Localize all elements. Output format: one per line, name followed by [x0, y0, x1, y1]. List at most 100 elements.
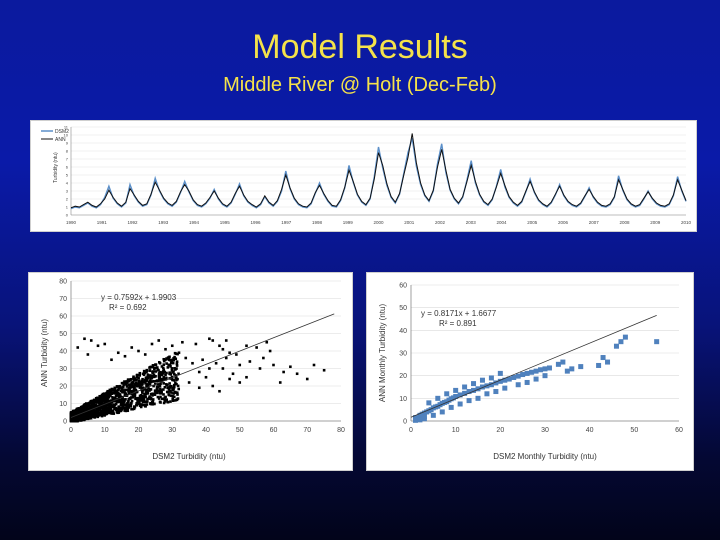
scatter-point	[135, 384, 139, 388]
x-tick-label: 1993	[158, 220, 169, 225]
scatter-point	[305, 377, 309, 381]
scatter-point	[137, 379, 141, 382]
scatter-point	[171, 361, 175, 365]
x-tick-label: 2006	[558, 220, 569, 225]
scatter-point	[164, 373, 167, 377]
scatter-point	[110, 412, 113, 415]
slide-title: Model Results	[252, 28, 468, 66]
scatter-point	[245, 344, 248, 348]
scatter-point	[111, 399, 114, 403]
scatter-point	[145, 368, 149, 372]
scatter-point	[151, 364, 155, 367]
scatter-point	[169, 361, 173, 365]
scatter-point	[156, 395, 160, 399]
scatter-point	[162, 393, 165, 396]
x-tick-label: 1992	[127, 220, 138, 225]
x-tick-label: 1999	[343, 220, 354, 225]
scatter-point	[135, 403, 139, 407]
scatter-point	[93, 399, 97, 402]
scatter-point	[90, 399, 94, 403]
scatter-point	[109, 406, 112, 409]
scatter-point	[167, 390, 171, 393]
scatter-monthly-x-ticks: 0 10 20 30 40 50 60	[409, 427, 683, 434]
scatter-point	[134, 397, 137, 401]
scatter-point	[106, 389, 109, 393]
scatter-point	[117, 411, 121, 414]
scatter-point	[228, 377, 231, 381]
scatter-point	[88, 401, 92, 405]
scatter-point	[560, 359, 566, 365]
scatter-point	[479, 384, 485, 390]
scatter-point	[448, 404, 454, 410]
scatter-point	[154, 391, 157, 395]
scatter-point	[605, 359, 611, 365]
scatter-point	[123, 409, 126, 412]
scatter-point	[143, 353, 147, 356]
scatter-point	[122, 383, 125, 387]
x-tick-label: 2002	[435, 220, 446, 225]
scatter-point	[111, 396, 114, 399]
scatter-point	[103, 414, 106, 417]
scatter-point	[115, 409, 119, 413]
scatter-point	[111, 410, 115, 413]
x-tick-label: 40	[202, 427, 210, 434]
scatter-point	[121, 401, 125, 404]
x-tick-label: 1990	[66, 220, 77, 225]
scatter-point	[97, 398, 101, 402]
scatter-point	[600, 355, 606, 361]
scatter-point	[149, 396, 153, 400]
x-tick-label: 1998	[312, 220, 323, 225]
scatter-point	[493, 389, 499, 395]
scatter-point	[117, 398, 120, 402]
scatter-point	[141, 386, 145, 390]
scatter-point	[134, 381, 138, 385]
scatter-point	[426, 400, 432, 406]
scatter-point	[83, 407, 86, 411]
scatter-point	[160, 373, 164, 377]
y-tick-label: 80	[59, 279, 67, 286]
scatter-point	[132, 389, 136, 392]
scatter-daily-x-ticks: 0 10 20 30 40 50 60 70 80	[69, 427, 345, 434]
scatter-point	[109, 407, 112, 411]
scatter-point	[197, 370, 201, 374]
scatter-point	[89, 404, 93, 408]
scatter-point	[218, 389, 221, 393]
scatter-point	[142, 369, 146, 373]
scatter-point	[88, 408, 91, 411]
y-tick-label: 0	[66, 213, 69, 218]
y-tick-label: 0	[63, 419, 67, 426]
scatter-point	[95, 411, 99, 415]
x-tick-label: 10	[101, 427, 109, 434]
scatter-point	[115, 410, 119, 414]
scatter-point	[122, 398, 126, 402]
scatter-point	[161, 366, 165, 370]
scatter-point	[74, 418, 78, 421]
y-tick-label: 9	[66, 141, 69, 146]
scatter-point	[204, 375, 208, 379]
scatter-point	[109, 399, 113, 403]
scatter-point	[147, 396, 151, 400]
x-tick-label: 2004	[496, 220, 507, 225]
scatter-point	[174, 357, 178, 361]
scatter-point	[444, 391, 450, 397]
scatter-point	[108, 410, 112, 414]
scatter-point	[224, 339, 228, 342]
scatter-point	[160, 377, 164, 381]
scatter-point	[412, 415, 418, 421]
scatter-point	[137, 401, 140, 405]
scatter-point	[148, 383, 152, 386]
scatter-point	[152, 375, 156, 379]
scatter-daily-points	[69, 337, 326, 423]
x-tick-label: 0	[409, 427, 413, 434]
scatter-point	[159, 401, 162, 404]
scatter-point	[104, 410, 107, 414]
scatter-point	[172, 370, 175, 373]
scatter-point	[148, 395, 151, 398]
scatter-point	[95, 408, 99, 411]
scatter-point	[105, 395, 109, 398]
x-tick-label: 2009	[650, 220, 661, 225]
scatter-point	[94, 403, 98, 406]
scatter-point	[149, 388, 153, 391]
scatter-point	[102, 406, 105, 410]
